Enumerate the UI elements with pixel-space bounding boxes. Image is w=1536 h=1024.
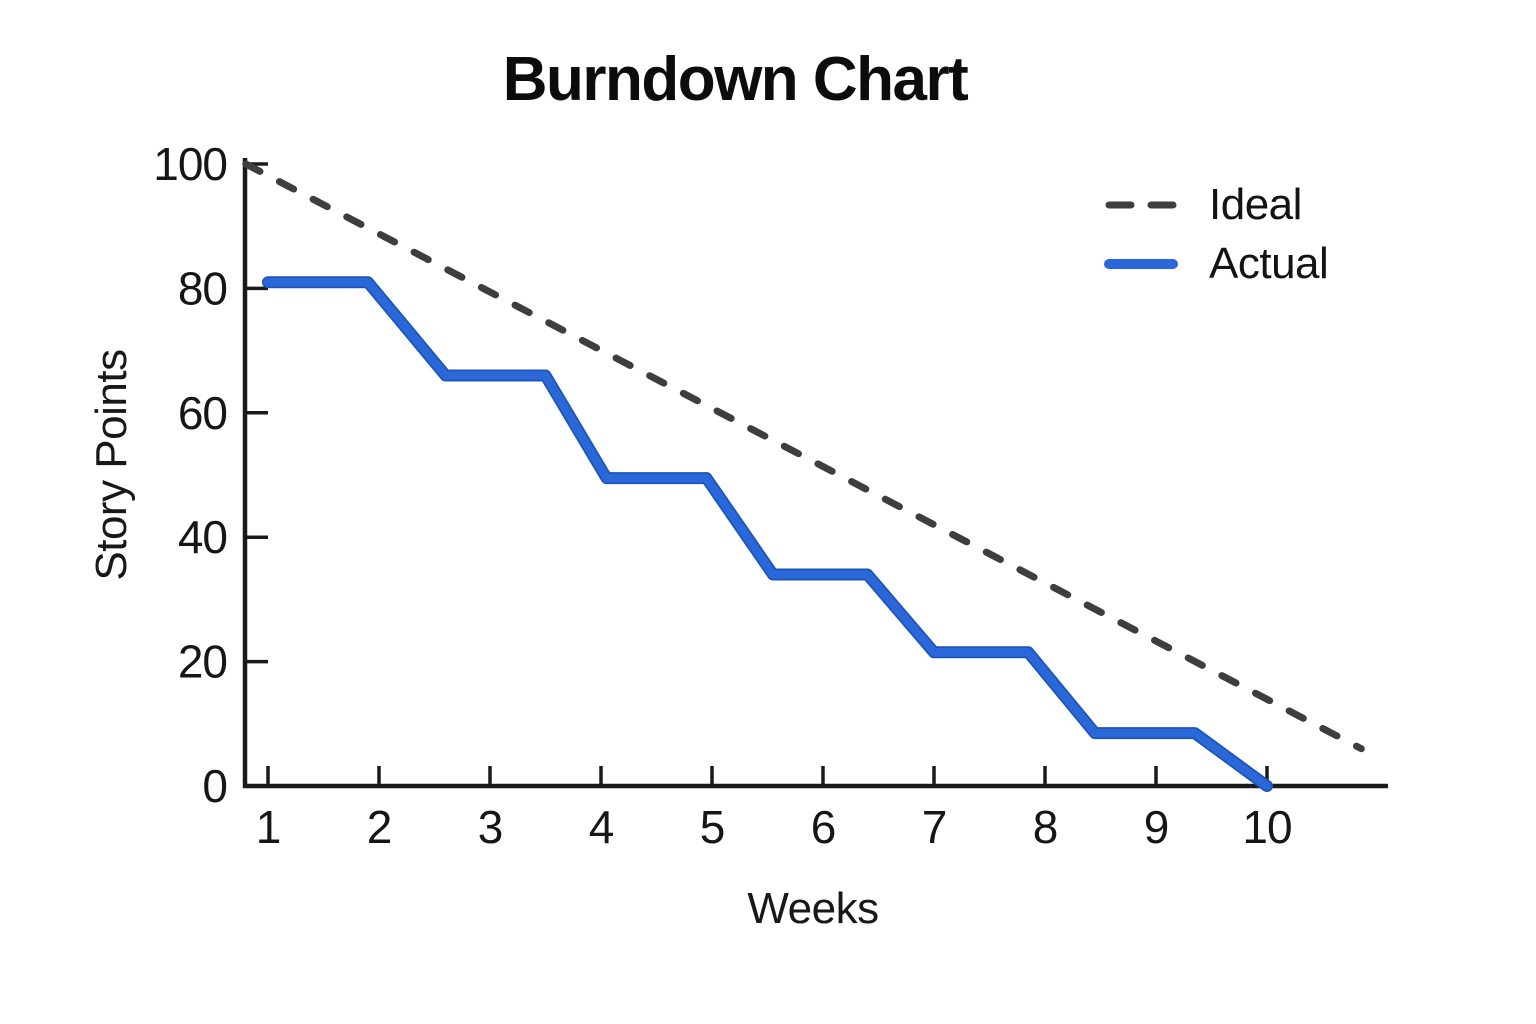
y-tick-label: 0: [202, 760, 227, 812]
legend-item-actual: Actual: [1103, 239, 1329, 289]
ideal-line-swatch: [1105, 201, 1177, 209]
x-tick-label: 9: [1144, 801, 1169, 853]
x-tick-label: 7: [922, 801, 947, 853]
x-tick-label: 10: [1242, 801, 1291, 853]
x-tick-label: 2: [367, 801, 392, 853]
legend: Ideal Actual: [1103, 180, 1329, 289]
legend-item-ideal: Ideal: [1103, 180, 1328, 230]
y-tick-label: 20: [178, 636, 227, 688]
y-tick-label: 80: [178, 262, 227, 314]
x-tick-label: 1: [256, 801, 281, 853]
x-tick-label: 5: [700, 801, 725, 853]
legend-label-actual: Actual: [1209, 239, 1329, 288]
legend-label-ideal: Ideal: [1209, 180, 1302, 229]
y-tick-label: 40: [178, 511, 227, 563]
y-axis-label: Story Points: [87, 349, 136, 581]
x-tick-label: 6: [811, 801, 836, 853]
x-tick-label: 8: [1033, 801, 1058, 853]
x-axis-label: Weeks: [747, 884, 879, 933]
y-tick-label: 60: [178, 387, 227, 439]
actual-line-swatch: [1104, 259, 1178, 269]
chart-title: Burndown Chart: [502, 45, 969, 114]
y-tick-label: 100: [153, 138, 227, 190]
x-tick-label: 4: [589, 801, 614, 853]
series-actual-line-edge: [262, 276, 1273, 792]
x-tick-label: 3: [478, 801, 503, 853]
series-actual-line: [263, 277, 1272, 791]
